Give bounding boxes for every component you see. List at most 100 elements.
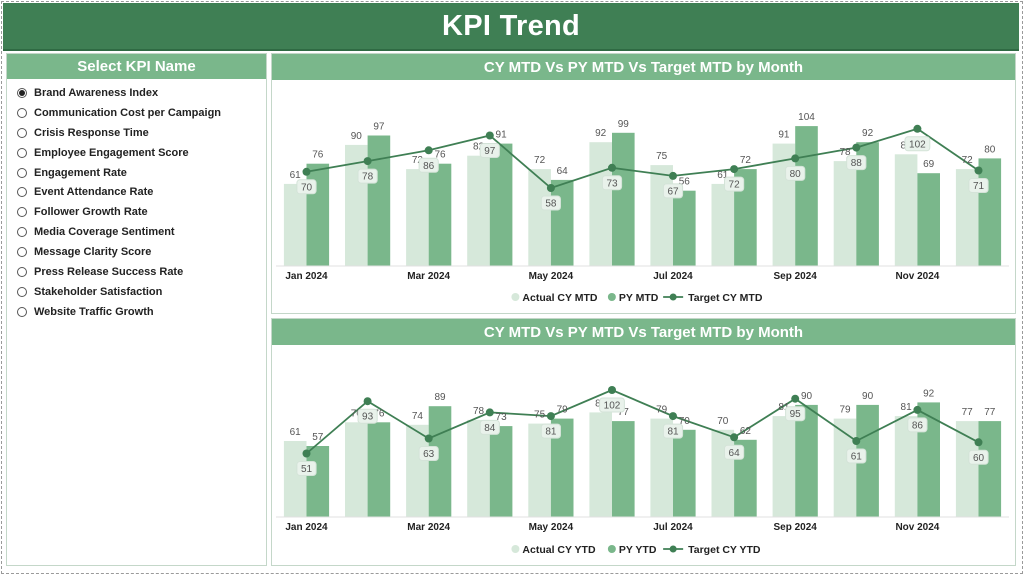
kpi-option[interactable]: Message Clarity Score: [17, 242, 266, 262]
bar: [833, 418, 857, 517]
kpi-option[interactable]: Media Coverage Sentiment: [17, 222, 266, 242]
bar: [612, 132, 635, 266]
radio-button-icon[interactable]: [17, 266, 27, 277]
data-label: 79: [557, 405, 569, 416]
kpi-option[interactable]: Press Release Success Rate: [17, 262, 266, 282]
target-marker: [363, 157, 372, 166]
kpi-option-label: Communication Cost per Campaign: [34, 106, 222, 119]
kpi-option[interactable]: Brand Awareness Index: [17, 83, 266, 103]
data-label: 77: [984, 407, 996, 418]
target-line: [306, 127, 980, 190]
x-tick-label: May 2024: [529, 522, 574, 533]
target-marker: [485, 408, 494, 417]
radio-button-icon[interactable]: [17, 147, 27, 158]
target-marker: [546, 412, 555, 421]
target-label-box: [601, 175, 623, 191]
data-label: 72: [412, 155, 424, 166]
target-marker: [974, 166, 983, 175]
target-label-box: [785, 406, 806, 422]
kpi-option[interactable]: Engagement Rate: [17, 163, 266, 183]
x-tick-label: Jan 2024: [285, 522, 328, 533]
kpi-option[interactable]: Website Traffic Growth: [17, 302, 266, 322]
radio-button-icon[interactable]: [17, 187, 27, 198]
kpi-option[interactable]: Stakeholder Satisfaction: [17, 282, 266, 302]
target-marker: [608, 163, 616, 172]
kpi-option[interactable]: Crisis Response Time: [17, 123, 266, 143]
data-label: 79: [839, 405, 851, 416]
target-data-label: 95: [790, 409, 802, 420]
radio-button-icon[interactable]: [17, 207, 27, 218]
radio-button-icon[interactable]: [17, 286, 27, 297]
data-label: 76: [351, 408, 363, 419]
x-tick-label: Nov 2024: [895, 522, 939, 533]
target-label-box: [479, 143, 500, 158]
x-tick-label: Jul 2024: [653, 522, 693, 533]
bar: [673, 190, 696, 266]
data-label: 75: [534, 410, 546, 421]
radio-button-icon[interactable]: [17, 87, 27, 98]
bar: [550, 179, 574, 266]
bar: [306, 446, 330, 517]
legend-label: Actual CY MTD: [522, 292, 597, 304]
bar: [589, 412, 612, 517]
radio-button-icon[interactable]: [17, 127, 27, 138]
kpi-option[interactable]: Communication Cost per Campaign: [17, 103, 266, 123]
data-label: 76: [434, 150, 446, 161]
data-label: 70: [679, 416, 691, 427]
data-label: 57: [312, 432, 324, 443]
data-label: 76: [312, 150, 324, 161]
target-data-label: 81: [545, 427, 557, 438]
x-tick-label: Nov 2024: [895, 271, 939, 282]
page-header: KPI Trend: [3, 3, 1019, 51]
radio-button-icon[interactable]: [17, 247, 27, 258]
bar: [612, 421, 635, 517]
chart-ytd: 6176747875847970817981775776897379777062…: [276, 386, 1009, 556]
chart-panel-mtd: CY MTD Vs PY MTD Vs Target MTD by Month …: [271, 53, 1016, 314]
target-data-label: 102: [604, 401, 621, 412]
legend-label: PY YTD: [619, 544, 657, 556]
bar: [306, 163, 330, 266]
bar: [428, 406, 452, 517]
radio-button-icon[interactable]: [17, 107, 27, 118]
x-tick-label: May 2024: [529, 271, 574, 282]
radio-button-icon[interactable]: [17, 227, 27, 238]
kpi-option[interactable]: Employee Engagement Score: [17, 143, 266, 163]
bar: [978, 158, 1002, 266]
data-label: 61: [717, 170, 729, 181]
data-label: 73: [496, 412, 508, 423]
radio-button-icon[interactable]: [17, 306, 27, 317]
data-label: 92: [862, 128, 874, 139]
target-data-label: 67: [667, 186, 679, 197]
legend-marker-icon: [669, 545, 677, 553]
data-label: 79: [656, 405, 668, 416]
kpi-option-label: Engagement Rate: [34, 166, 127, 179]
kpi-option-label: Employee Engagement Score: [34, 146, 189, 159]
target-data-label: 72: [729, 180, 741, 191]
data-label: 78: [839, 147, 851, 158]
target-label-box: [904, 136, 931, 152]
bar: [673, 429, 696, 517]
legend-marker-icon: [669, 293, 677, 301]
target-label-box: [296, 179, 317, 195]
bar: [856, 142, 879, 266]
data-label: 69: [923, 159, 935, 170]
data-label: 99: [618, 119, 630, 130]
data-label: 70: [717, 416, 729, 427]
target-marker: [546, 184, 555, 192]
data-label: 82: [473, 142, 485, 153]
radio-button-icon[interactable]: [17, 167, 27, 178]
target-label-box: [540, 423, 561, 439]
bar: [489, 426, 513, 517]
kpi-option[interactable]: Event Attendance Rate: [17, 182, 266, 202]
legend-dot-icon: [511, 545, 520, 553]
target-label-box: [968, 449, 989, 465]
data-label: 90: [862, 391, 874, 402]
data-label: 64: [557, 166, 569, 177]
kpi-option[interactable]: Follower Growth Rate: [17, 202, 266, 222]
kpi-option-label: Press Release Success Rate: [34, 265, 184, 278]
target-label-box: [296, 461, 317, 476]
target-marker: [669, 171, 677, 180]
target-marker: [608, 386, 616, 394]
data-label: 90: [351, 131, 363, 142]
target-label-box: [724, 444, 745, 460]
